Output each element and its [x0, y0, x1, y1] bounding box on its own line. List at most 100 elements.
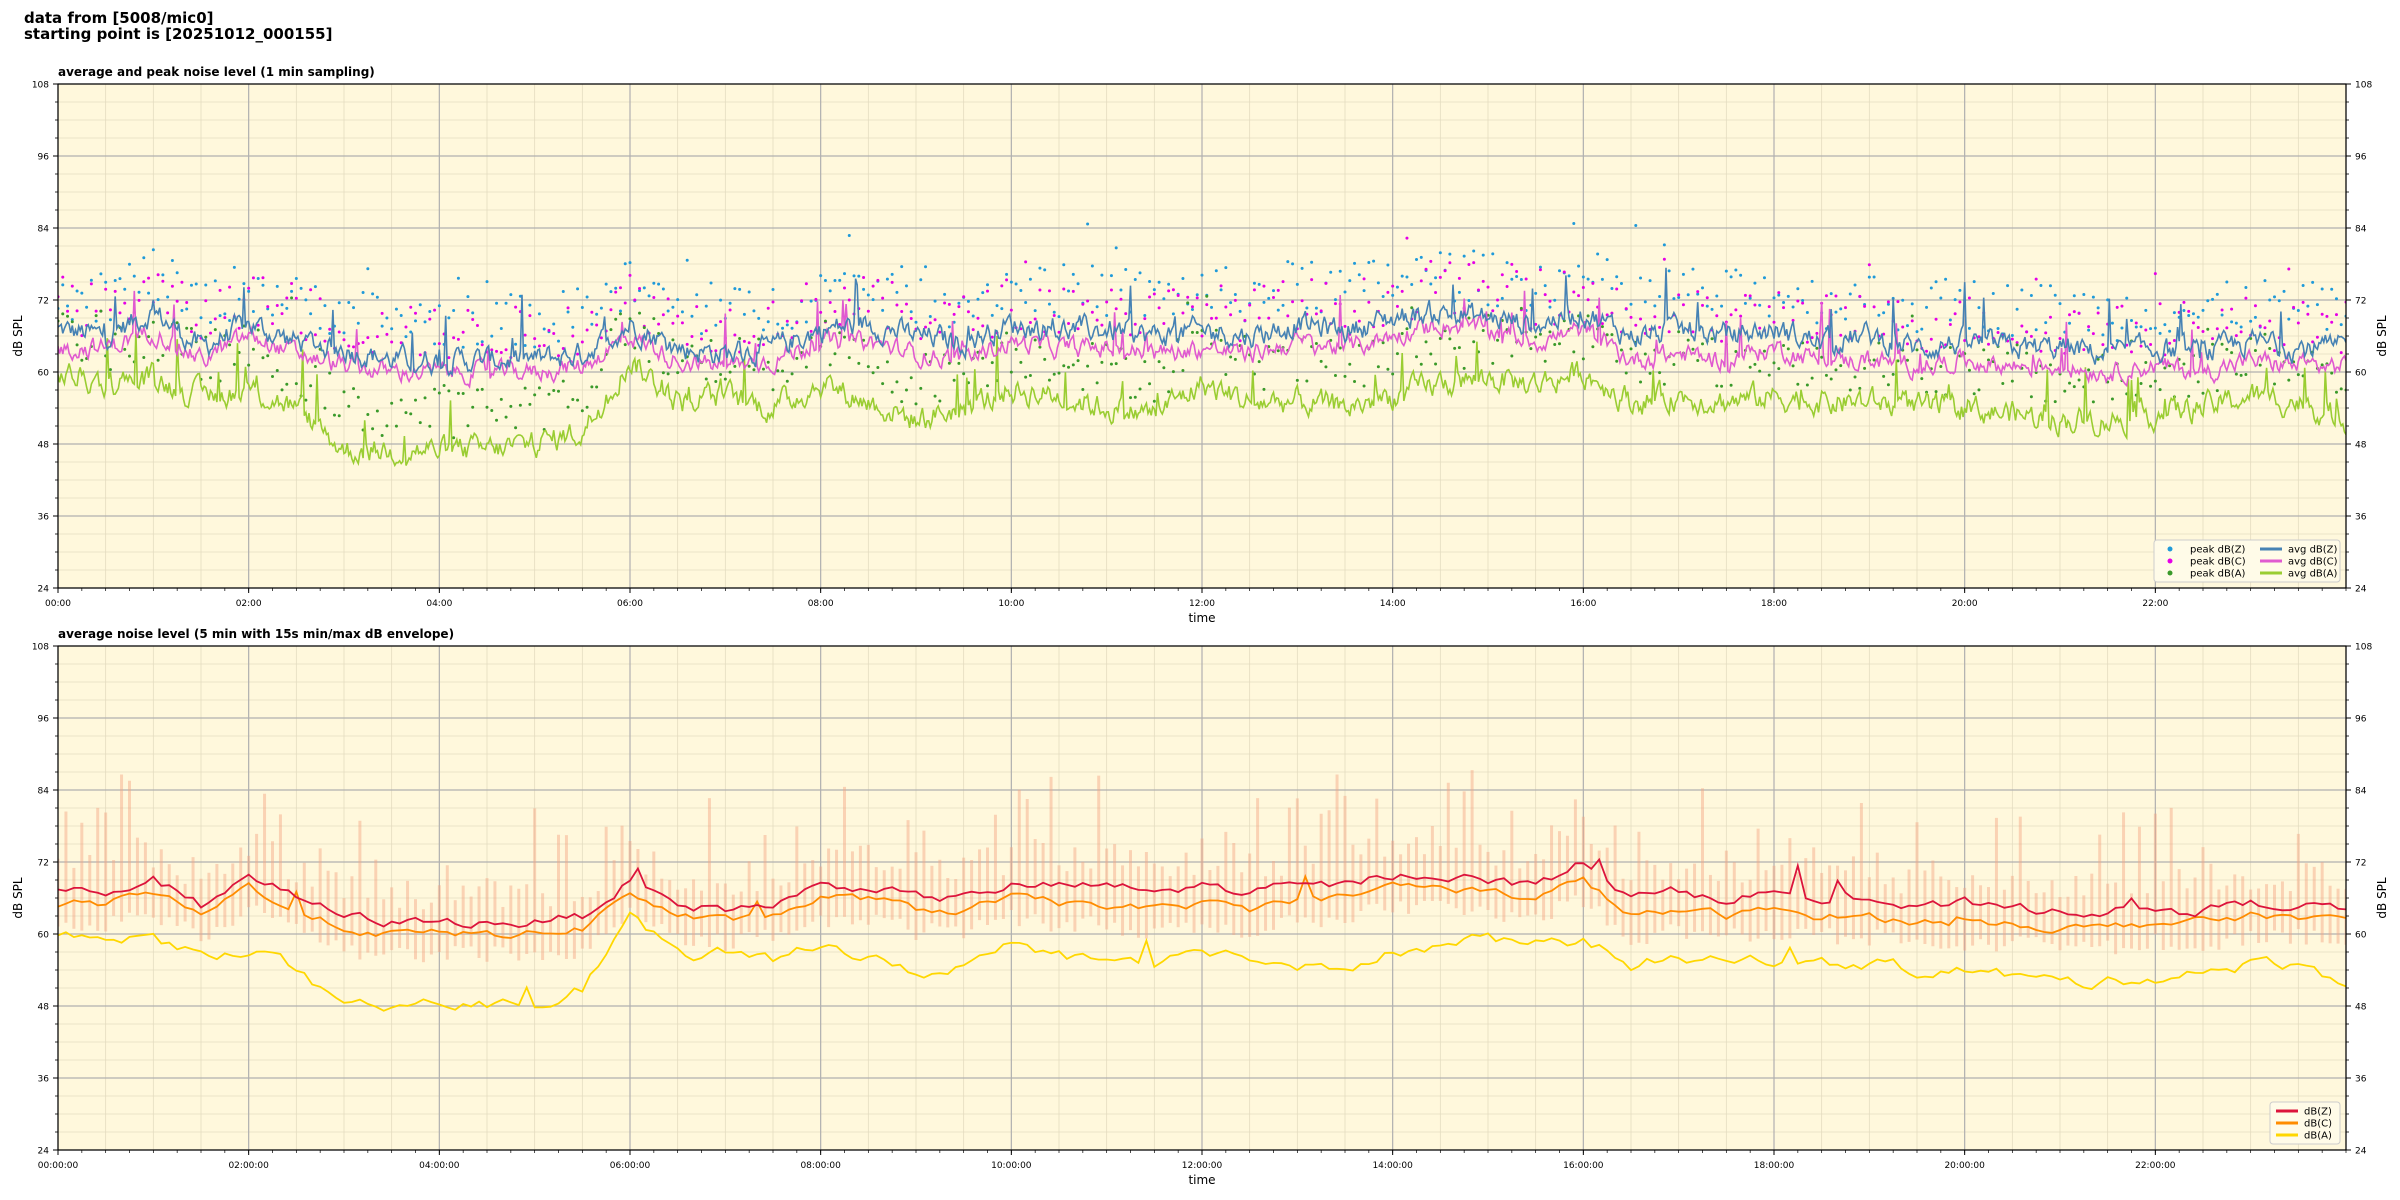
peak-a-point: [1710, 337, 1714, 341]
peak-z-point: [599, 306, 603, 310]
peak-a-point: [1276, 349, 1280, 353]
peak-z-point: [2339, 323, 2343, 327]
peak-c-point: [2339, 351, 2343, 355]
peak-z-point: [1872, 275, 1876, 279]
peak-z-point: [1276, 308, 1280, 312]
peak-z-point: [1724, 269, 1728, 273]
peak-c-point: [433, 308, 437, 312]
peak-z-point: [614, 286, 618, 290]
peak-a-point: [433, 387, 437, 391]
peak-a-point: [275, 369, 279, 373]
peak-c-point: [204, 299, 208, 303]
peak-z-point: [2130, 318, 2133, 322]
peak-c-point: [719, 320, 723, 324]
peak-a-point: [733, 364, 737, 368]
peak-z-point: [1057, 315, 1061, 319]
peak-a-point: [2201, 391, 2205, 395]
peak-c-point: [471, 317, 475, 321]
peak-a-point: [947, 361, 951, 365]
peak-a-point: [1791, 364, 1795, 368]
peak-z-point: [85, 305, 89, 309]
peak-c-point: [2044, 331, 2048, 335]
peak-z-point: [104, 280, 108, 284]
peak-c-point: [552, 332, 556, 336]
peak-c-point: [61, 275, 65, 279]
peak-a-point: [328, 371, 332, 375]
y-tick-label: 84: [38, 787, 50, 797]
peak-a-point: [428, 424, 432, 428]
peak-z-point: [1619, 282, 1623, 286]
peak-z-point: [1071, 272, 1075, 276]
peak-a-point: [495, 418, 499, 422]
peak-z-point: [1000, 307, 1004, 311]
peak-z-point: [237, 297, 241, 301]
peak-a-point: [1229, 355, 1233, 359]
peak-z-point: [957, 301, 961, 305]
peak-a-point: [785, 379, 789, 383]
peak-c-point: [866, 309, 870, 313]
peak-c-point: [957, 305, 961, 309]
peak-z-point: [1014, 282, 1018, 286]
peak-c-point: [2091, 332, 2095, 336]
peak-z-point: [1948, 318, 1952, 322]
peak-c-point: [1958, 300, 1962, 304]
peak-c-point: [1276, 288, 1280, 292]
peak-z-point: [1681, 272, 1685, 276]
peak-c-point: [1033, 317, 1037, 321]
peak-a-point: [1939, 364, 1943, 368]
peak-c-point: [761, 343, 765, 347]
y-axis-label: dB SPL: [11, 315, 25, 357]
peak-z-point: [685, 258, 689, 262]
peak-c-point: [609, 308, 613, 312]
peak-c-point: [2268, 319, 2272, 323]
peak-c-point: [1901, 325, 1905, 329]
peak-c-point: [1629, 315, 1633, 319]
peak-c-point: [285, 296, 289, 300]
peak-a-point: [1457, 346, 1461, 350]
peak-c-point: [2068, 313, 2072, 317]
peak-a-point: [1796, 382, 1800, 386]
peak-c-point: [328, 327, 332, 331]
peak-z-point: [404, 335, 408, 339]
peak-c-point: [1963, 339, 1967, 343]
peak-a-point: [895, 380, 899, 384]
peak-c-point: [1067, 321, 1071, 325]
peak-z-point: [1543, 284, 1547, 288]
peak-z-point: [1925, 305, 1929, 309]
peak-c-point: [2253, 304, 2257, 308]
peak-a-point: [94, 314, 98, 318]
peak-c-point: [1810, 336, 1814, 340]
peak-z-point: [1505, 261, 1509, 265]
peak-a-point: [1086, 364, 1090, 368]
peak-c-point: [938, 330, 942, 334]
peak-z-point: [2072, 294, 2076, 298]
peak-a-point: [380, 433, 384, 437]
peak-z-point: [89, 278, 93, 282]
peak-z-point: [1577, 264, 1581, 268]
peak-z-point: [809, 299, 813, 303]
peak-a-point: [1005, 331, 1009, 335]
peak-z-point: [1572, 222, 1576, 226]
chart-title: average and peak noise level (1 min samp…: [58, 65, 375, 79]
peak-z-point: [247, 289, 251, 293]
peak-c-point: [1252, 288, 1256, 292]
peak-z-point: [1944, 277, 1948, 281]
peak-a-point: [509, 404, 513, 408]
peak-z-point: [881, 308, 885, 312]
peak-z-point: [1310, 260, 1314, 264]
peak-c-point: [499, 350, 503, 354]
peak-z-point: [1567, 274, 1571, 278]
peak-a-point: [680, 359, 684, 363]
peak-a-point: [1496, 338, 1500, 342]
peak-z-point: [885, 277, 889, 281]
peak-z-point: [242, 282, 246, 286]
peak-a-point: [266, 354, 270, 358]
peak-z-point: [309, 312, 313, 316]
peak-z-point: [2044, 321, 2048, 325]
peak-z-point: [857, 274, 861, 278]
peak-z-point: [843, 272, 846, 276]
peak-c-point: [990, 335, 994, 339]
peak-c-point: [1481, 279, 1485, 283]
peak-c-point: [1758, 326, 1762, 330]
x-tick-label: 04:00: [426, 599, 452, 609]
